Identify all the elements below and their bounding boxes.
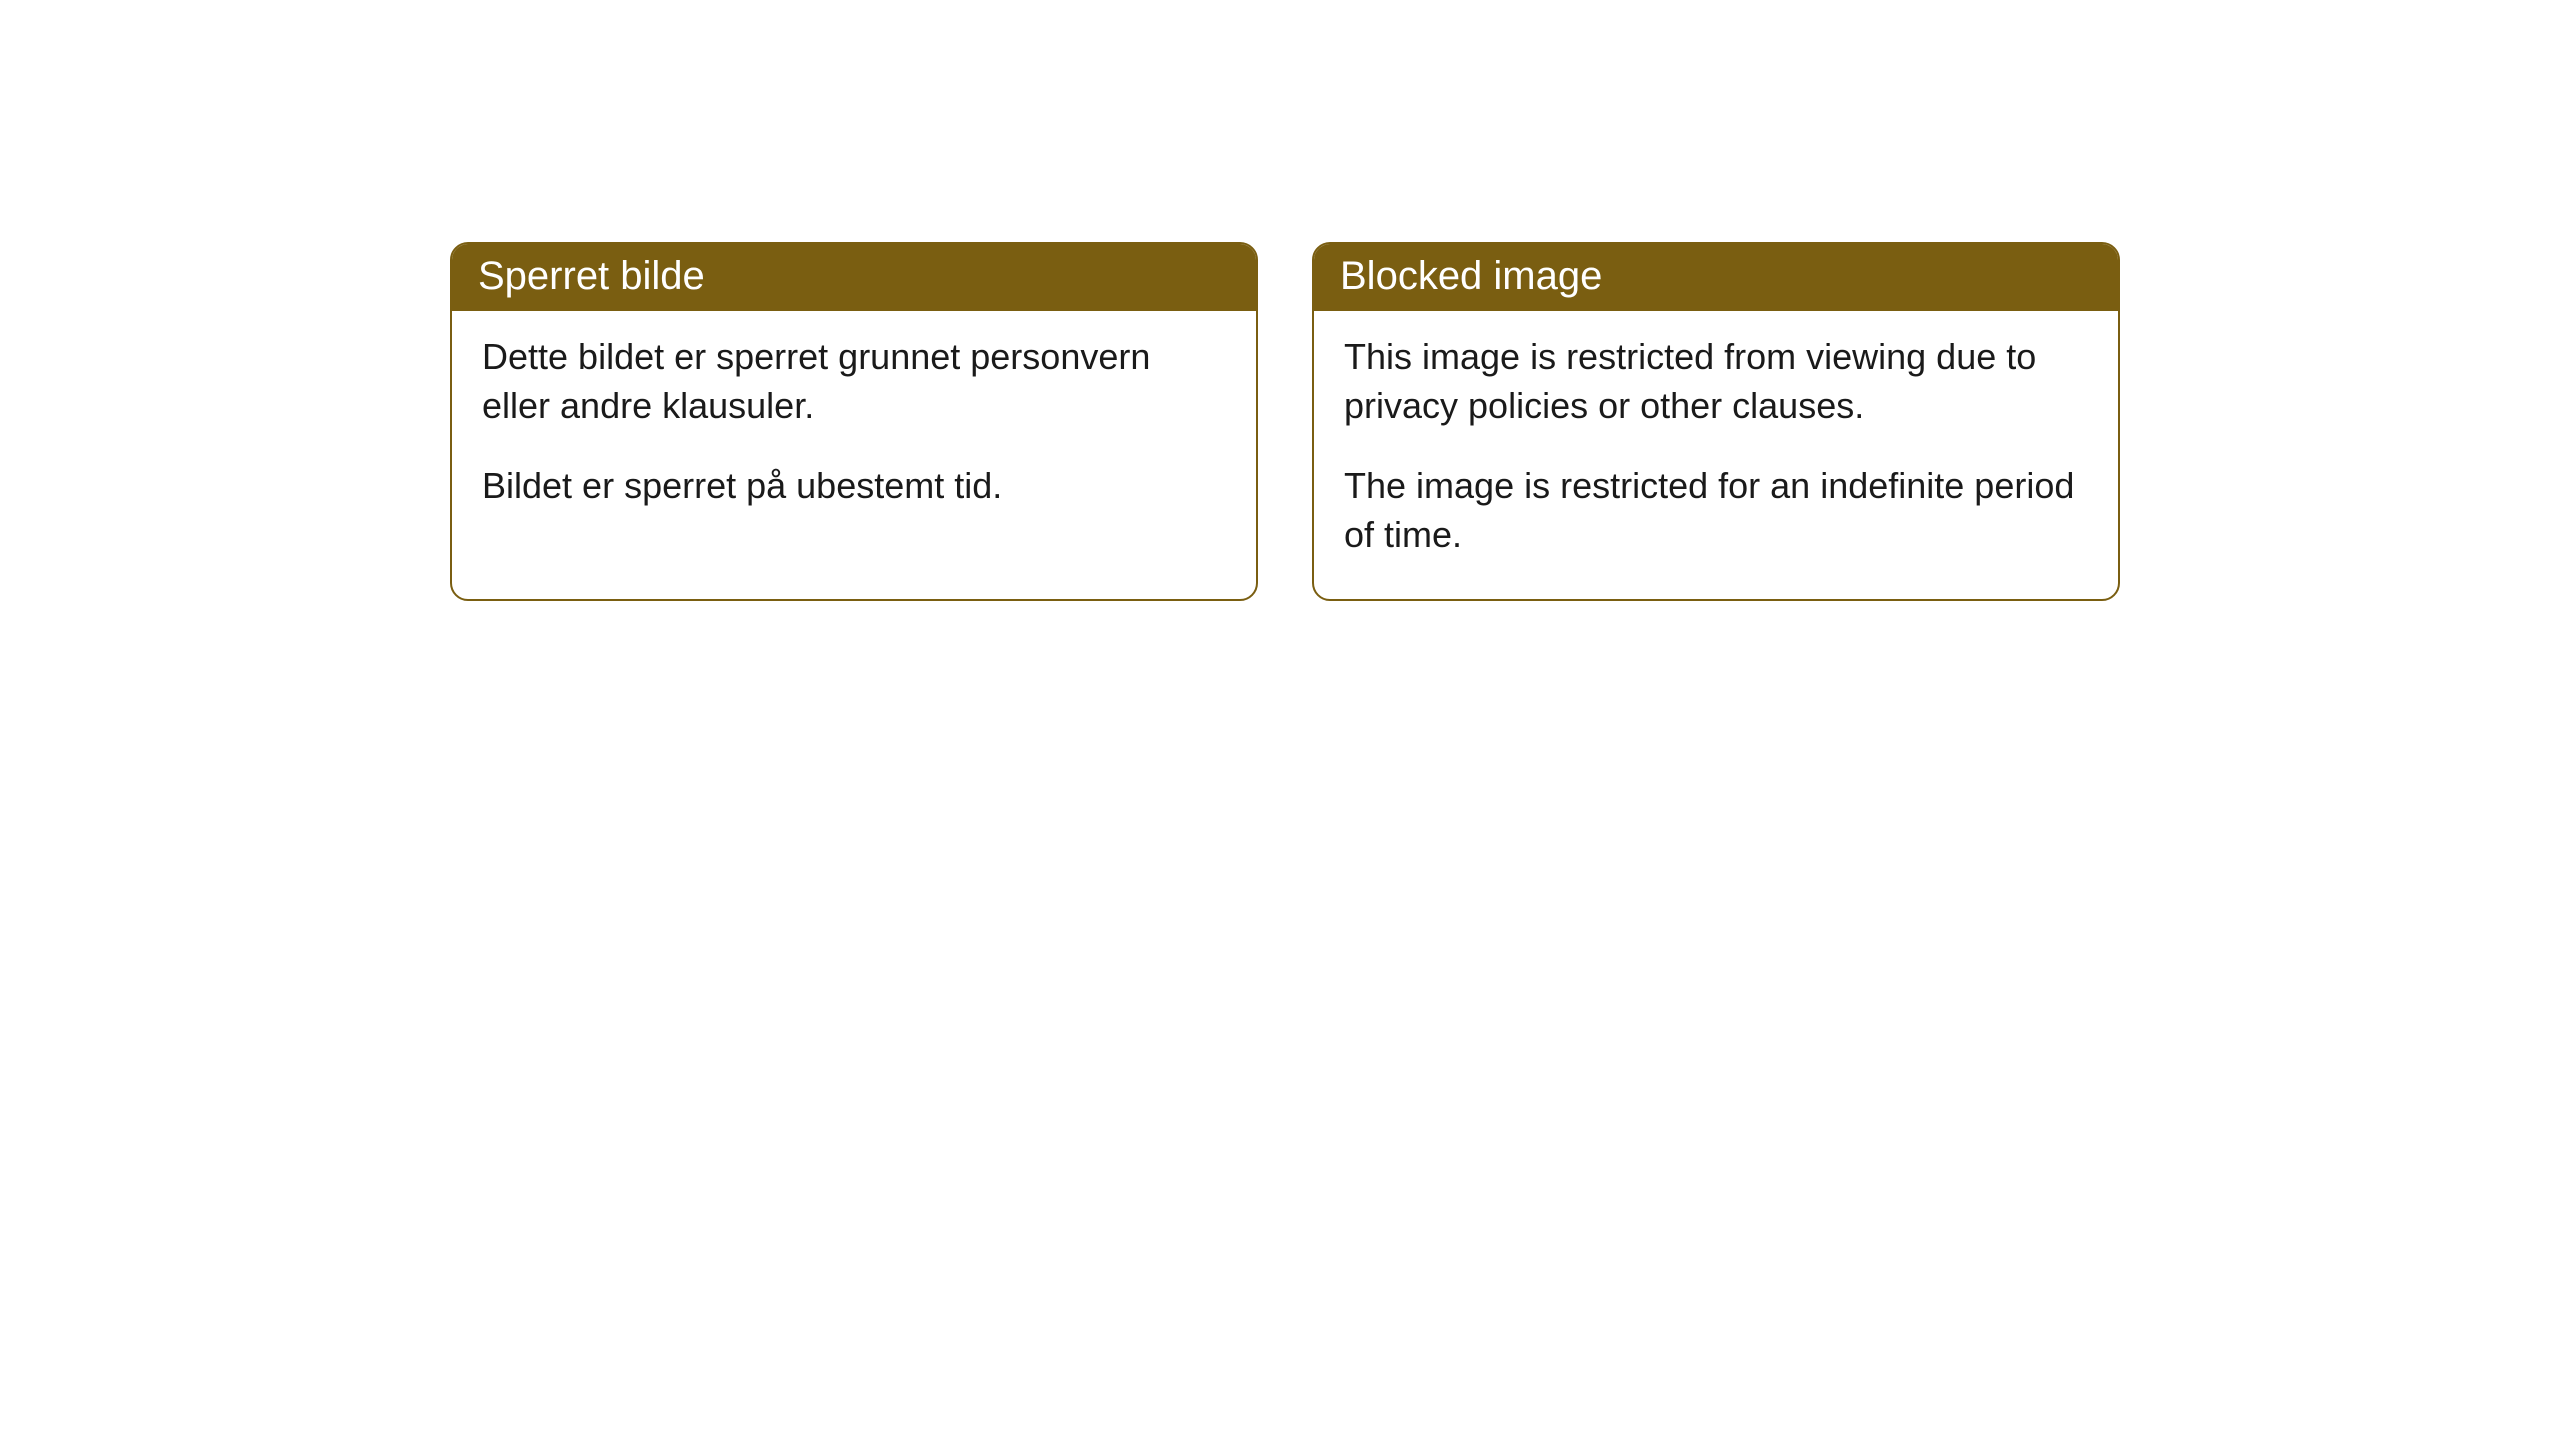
card-body-norwegian: Dette bildet er sperret grunnet personve… — [452, 311, 1256, 551]
card-paragraph: This image is restricted from viewing du… — [1344, 333, 2088, 430]
card-body-english: This image is restricted from viewing du… — [1314, 311, 2118, 599]
card-header-norwegian: Sperret bilde — [452, 244, 1256, 311]
card-paragraph: Bildet er sperret på ubestemt tid. — [482, 462, 1226, 511]
card-paragraph: Dette bildet er sperret grunnet personve… — [482, 333, 1226, 430]
card-header-english: Blocked image — [1314, 244, 2118, 311]
card-norwegian: Sperret bilde Dette bildet er sperret gr… — [450, 242, 1258, 601]
cards-container: Sperret bilde Dette bildet er sperret gr… — [450, 242, 2560, 601]
card-english: Blocked image This image is restricted f… — [1312, 242, 2120, 601]
card-paragraph: The image is restricted for an indefinit… — [1344, 462, 2088, 559]
